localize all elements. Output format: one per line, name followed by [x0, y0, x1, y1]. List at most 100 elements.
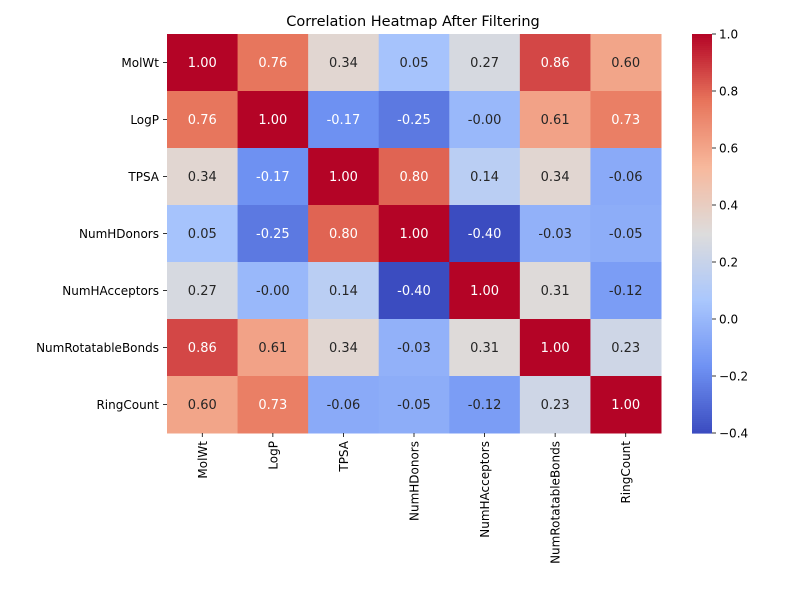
colorbar-segment [692, 253, 712, 257]
colorbar-segment [692, 339, 712, 342]
colorbar-segment [692, 99, 712, 103]
colorbar-segment [692, 425, 712, 428]
colorbar-segment [692, 233, 712, 237]
colorbar-segment [692, 145, 712, 149]
colorbar-tick-label: 0.0 [719, 313, 738, 327]
heatmap-cell [308, 205, 380, 263]
colorbar-segment [692, 181, 712, 185]
colorbar-segment [692, 301, 712, 304]
colorbar-segment [692, 289, 712, 292]
colorbar-segment [692, 377, 712, 380]
colorbar-segment [692, 275, 712, 278]
colorbar-segment [692, 337, 712, 340]
colorbar-segment [692, 147, 712, 151]
heatmap-cell [449, 205, 521, 263]
cell-value-label: 1.00 [188, 56, 217, 71]
cell-value-label: 0.34 [329, 56, 358, 71]
heatmap-cell [237, 205, 309, 263]
colorbar-segment [692, 217, 712, 221]
colorbar-segment [692, 201, 712, 205]
colorbar-segment [692, 125, 712, 129]
colorbar-segment [692, 315, 712, 318]
x-tick-label: MolWt [196, 441, 210, 479]
cell-value-label: -0.12 [609, 284, 643, 299]
colorbar-segment [692, 273, 712, 276]
colorbar-segment [692, 237, 712, 241]
heatmap-cell [308, 376, 380, 434]
colorbar-segment [692, 305, 712, 308]
heatmap-cell [167, 262, 239, 320]
heatmap-cell [590, 262, 662, 320]
colorbar-segment [692, 223, 712, 227]
colorbar-segment [692, 257, 712, 261]
colorbar-segment [692, 367, 712, 370]
colorbar-segment [692, 393, 712, 396]
heatmap-cell [237, 148, 309, 206]
y-tick-label: NumHDonors [79, 227, 159, 241]
colorbar-segment [692, 107, 712, 111]
colorbar-segment [692, 129, 712, 133]
heatmap-cell [167, 319, 239, 377]
colorbar-segment [692, 335, 712, 338]
colorbar-segment [692, 121, 712, 125]
colorbar-tick-label: −0.2 [719, 370, 748, 384]
colorbar-segment [692, 61, 712, 65]
x-tick-label: RingCount [619, 441, 633, 504]
heatmap-cell [237, 262, 309, 320]
cell-value-label: -0.17 [256, 170, 290, 185]
heatmap-cell [167, 34, 239, 92]
colorbar-segment [692, 205, 712, 209]
colorbar-tick-label: 0.8 [719, 85, 738, 99]
colorbar-segment [692, 323, 712, 326]
colorbar-segment [692, 343, 712, 346]
colorbar-tick-label: 0.6 [719, 142, 738, 156]
colorbar-segment [692, 43, 712, 47]
colorbar-segment [692, 379, 712, 382]
colorbar-segment [692, 229, 712, 233]
heatmap-cell [590, 34, 662, 92]
colorbar-segment [692, 427, 712, 430]
colorbar-segment [692, 93, 712, 97]
colorbar-segment [692, 307, 712, 310]
colorbar-segment [692, 123, 712, 127]
colorbar-segment [692, 321, 712, 324]
colorbar-segment [692, 85, 712, 89]
heatmap-cell [590, 319, 662, 377]
colorbar-segment [692, 371, 712, 374]
colorbar-segment [692, 283, 712, 286]
colorbar-segment [692, 71, 712, 75]
cell-value-label: -0.25 [397, 113, 431, 128]
heatmap-cell [449, 148, 521, 206]
colorbar-segment [692, 141, 712, 145]
colorbar-segment [692, 267, 712, 271]
heatmap-cell [308, 34, 380, 92]
heatmap-cell [519, 148, 591, 206]
cell-value-label: 0.76 [258, 56, 287, 71]
colorbar-segment [692, 203, 712, 207]
colorbar-segment [692, 81, 712, 85]
heatmap-cell [167, 205, 239, 263]
colorbar-segment [692, 359, 712, 362]
colorbar-segment [692, 281, 712, 284]
colorbar-segment [692, 399, 712, 402]
colorbar-segment [692, 303, 712, 306]
colorbar-segment [692, 137, 712, 141]
colorbar-segment [692, 255, 712, 259]
colorbar-segment [692, 327, 712, 330]
cell-value-label: -0.05 [397, 398, 431, 413]
heatmap-cell [449, 91, 521, 149]
colorbar-segment [692, 97, 712, 101]
heatmap-cell [378, 34, 450, 92]
colorbar-segment [692, 115, 712, 119]
cell-value-label: -0.25 [256, 227, 290, 242]
colorbar-segment [692, 261, 712, 265]
colorbar-segment [692, 259, 712, 263]
chart-title: Correlation Heatmap After Filtering [286, 14, 540, 30]
colorbar-segment [692, 265, 712, 269]
colorbar-segment [692, 171, 712, 175]
colorbar-segment [692, 295, 712, 298]
y-tick-label: NumHAcceptors [62, 284, 159, 298]
colorbar-segment [692, 299, 712, 302]
colorbar-segment [692, 183, 712, 187]
cell-value-label: 0.76 [188, 113, 217, 128]
